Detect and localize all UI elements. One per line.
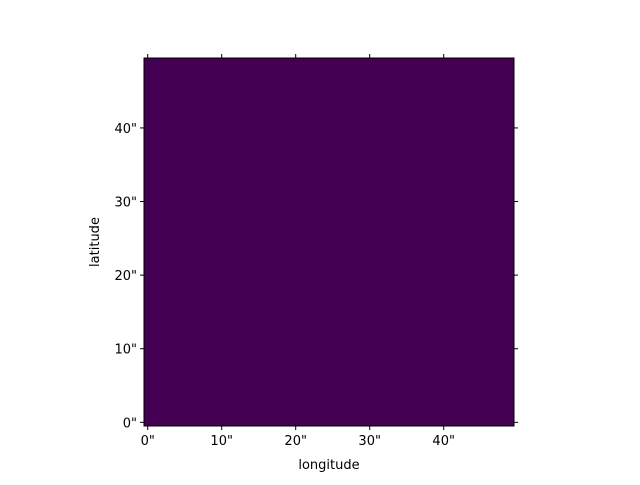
y-tick-label: 10" xyxy=(114,343,137,358)
y-tick-label: 20" xyxy=(114,269,137,284)
y-axis-label: latitude xyxy=(88,217,103,267)
y-tick-label: 0" xyxy=(123,416,137,431)
x-axis-label: longitude xyxy=(298,458,359,473)
x-tick-label: 10" xyxy=(210,434,233,449)
x-tick-label: 30" xyxy=(358,434,381,449)
x-tick-label: 20" xyxy=(284,434,307,449)
y-tick-label: 30" xyxy=(114,196,137,211)
y-tick-label: 40" xyxy=(114,122,137,137)
heatmap-image xyxy=(144,58,514,426)
axes-frame xyxy=(143,57,515,427)
x-tick-label: 40" xyxy=(432,434,455,449)
x-axis-ticks: 0" 10" 20" 30" 40" xyxy=(141,54,455,449)
y-axis-ticks: 0" 10" 20" 30" 40" xyxy=(114,122,518,431)
x-tick-label: 0" xyxy=(141,434,155,449)
